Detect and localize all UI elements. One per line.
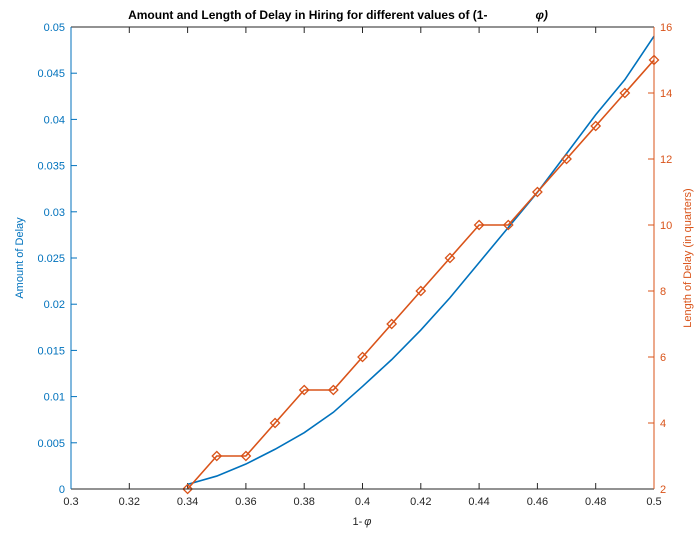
y-left-tick-label: 0.025 <box>37 253 65 265</box>
x-axis-label-symbol: φ <box>364 516 371 528</box>
y-right-tick-label: 16 <box>660 22 672 34</box>
x-tick-label: 0.32 <box>119 496 140 508</box>
length-of-delay-marker <box>182 483 194 495</box>
amount-of-delay-line <box>187 35 655 486</box>
ticks-layer: 0.3 0.32 0.34 0.36 0.38 0.4 0.42 0.44 0.46 0.48 0.… <box>37 22 672 508</box>
y-left-axis-label: Amount of Delay <box>14 217 26 299</box>
length-of-delay-marker <box>386 318 398 330</box>
y-left-tick-label: 0.005 <box>37 438 65 450</box>
length-of-delay-marker <box>357 351 368 363</box>
length-of-delay-marker <box>415 285 427 297</box>
length-of-delay-marker <box>327 384 339 396</box>
length-of-delay-marker <box>502 219 514 231</box>
y-right-tick-label: 10 <box>660 220 672 232</box>
length-of-delay-marker <box>590 120 602 132</box>
y-left-tick-label: 0.01 <box>44 392 65 404</box>
x-tick-label: 0.46 <box>527 496 548 508</box>
x-tick-label: 0.5 <box>646 496 661 508</box>
y-left-tick-label: 0.035 <box>37 161 65 173</box>
series-layer <box>182 35 660 495</box>
length-of-delay-marker <box>298 384 310 396</box>
y-left-tick-label: 0.04 <box>44 114 65 126</box>
y-left-tick-label: 0.015 <box>37 345 65 357</box>
x-tick-label: 0.44 <box>468 496 489 508</box>
x-tick-label: 0.4 <box>355 496 370 508</box>
length-of-delay-marker <box>473 219 485 231</box>
y-right-tick-label: 14 <box>660 88 672 100</box>
y-right-tick-label: 6 <box>660 352 666 364</box>
y-right-tick-label: 12 <box>660 154 672 166</box>
y-right-tick-label: 4 <box>660 418 666 430</box>
y-left-tick-label: 0.05 <box>44 22 65 34</box>
x-tick-label: 0.38 <box>293 496 314 508</box>
plot-area-background <box>71 27 654 489</box>
y-right-tick-label: 2 <box>660 484 666 496</box>
y-left-tick-label: 0.045 <box>37 68 65 80</box>
y-left-tick-label: 0.03 <box>44 207 65 219</box>
length-of-delay-marker <box>531 186 543 198</box>
chart-title-symbol: φ) <box>535 8 547 22</box>
length-of-delay-marker <box>240 450 252 462</box>
axes-layer <box>70 26 655 490</box>
chart-title-text: Amount and Length of Delay in Hiring for… <box>128 8 487 22</box>
x-axis-label: 1- φ <box>353 516 372 528</box>
length-of-delay-marker <box>619 87 631 99</box>
y-right-axis-label: Length of Delay (in quarters) <box>682 188 694 327</box>
length-of-delay-marker <box>444 252 456 264</box>
length-of-delay-marker <box>269 417 281 429</box>
y-right-tick-label: 8 <box>660 286 666 298</box>
chart-title: Amount and Length of Delay in Hiring for… <box>128 8 548 22</box>
x-tick-label: 0.48 <box>585 496 606 508</box>
y-left-tick-label: 0.02 <box>44 299 65 311</box>
x-tick-label: 0.3 <box>63 496 78 508</box>
x-axis-label-text: 1- <box>353 516 363 528</box>
x-tick-label: 0.36 <box>235 496 256 508</box>
x-tick-label: 0.34 <box>177 496 198 508</box>
length-of-delay-line <box>187 59 655 490</box>
length-of-delay-marker <box>211 450 223 462</box>
x-tick-label: 0.42 <box>410 496 431 508</box>
y-left-tick-label: 0 <box>59 484 65 496</box>
length-of-delay-marker <box>561 153 572 165</box>
